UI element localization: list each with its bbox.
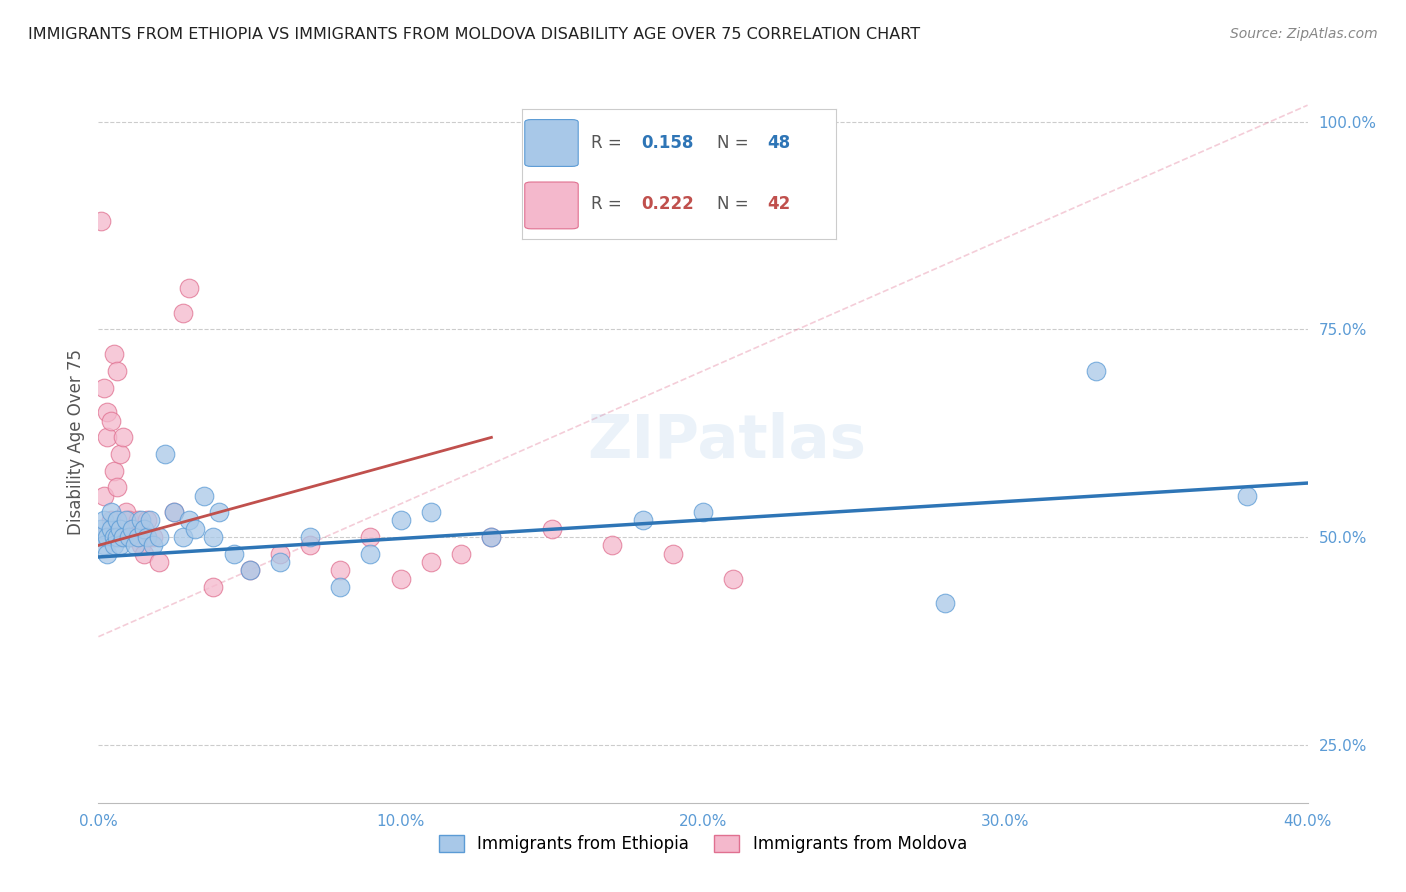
- Point: [179, 281, 201, 295]
- Point: [132, 522, 155, 536]
- Point: [105, 364, 128, 378]
- Point: [90, 530, 112, 544]
- Point: [329, 563, 352, 577]
- Point: [114, 505, 136, 519]
- Point: [127, 513, 149, 527]
- Point: [93, 538, 115, 552]
- Point: [172, 530, 194, 544]
- Point: [1236, 489, 1258, 503]
- Point: [163, 505, 186, 519]
- Text: ZIPatlas: ZIPatlas: [588, 412, 866, 471]
- Point: [153, 447, 176, 461]
- Point: [121, 530, 143, 544]
- Point: [239, 563, 262, 577]
- Point: [105, 513, 128, 527]
- Point: [111, 530, 134, 544]
- Point: [179, 513, 201, 527]
- Point: [108, 447, 131, 461]
- Point: [111, 430, 134, 444]
- Point: [100, 513, 122, 527]
- Point: [269, 555, 291, 569]
- Point: [1085, 364, 1108, 378]
- Point: [118, 513, 141, 527]
- Y-axis label: Disability Age Over 75: Disability Age Over 75: [66, 349, 84, 534]
- Point: [96, 405, 118, 419]
- Point: [142, 538, 165, 552]
- Point: [129, 513, 152, 527]
- Point: [118, 530, 141, 544]
- Point: [90, 530, 112, 544]
- Point: [100, 522, 122, 536]
- Point: [329, 580, 352, 594]
- Point: [163, 505, 186, 519]
- Point: [93, 513, 115, 527]
- Point: [148, 555, 170, 569]
- Text: Source: ZipAtlas.com: Source: ZipAtlas.com: [1230, 27, 1378, 41]
- Point: [540, 522, 562, 536]
- Point: [108, 530, 131, 544]
- Point: [172, 306, 194, 320]
- Point: [135, 513, 157, 527]
- Point: [96, 547, 118, 561]
- Point: [103, 530, 125, 544]
- Point: [450, 547, 472, 561]
- Point: [239, 563, 262, 577]
- Point: [132, 547, 155, 561]
- Point: [692, 505, 714, 519]
- Point: [127, 530, 149, 544]
- Point: [139, 513, 162, 527]
- Point: [96, 430, 118, 444]
- Point: [481, 530, 503, 544]
- Point: [602, 538, 624, 552]
- Point: [142, 530, 165, 544]
- Point: [103, 538, 125, 552]
- Point: [934, 597, 956, 611]
- Point: [103, 347, 125, 361]
- Point: [105, 480, 128, 494]
- Point: [124, 522, 146, 536]
- Point: [224, 547, 246, 561]
- Point: [389, 572, 412, 586]
- Point: [208, 505, 231, 519]
- Point: [108, 538, 131, 552]
- Point: [193, 489, 215, 503]
- Point: [90, 522, 112, 536]
- Point: [103, 464, 125, 478]
- Point: [90, 214, 112, 228]
- Point: [124, 538, 146, 552]
- Point: [184, 522, 207, 536]
- Point: [108, 522, 131, 536]
- Point: [420, 505, 443, 519]
- Point: [93, 380, 115, 394]
- Point: [100, 414, 122, 428]
- Point: [299, 530, 322, 544]
- Point: [723, 572, 745, 586]
- Point: [100, 505, 122, 519]
- Point: [96, 530, 118, 544]
- Point: [360, 547, 382, 561]
- Point: [269, 547, 291, 561]
- Point: [389, 513, 412, 527]
- Point: [93, 489, 115, 503]
- Point: [202, 530, 225, 544]
- Point: [121, 522, 143, 536]
- Point: [661, 547, 683, 561]
- Legend: Immigrants from Ethiopia, Immigrants from Moldova: Immigrants from Ethiopia, Immigrants fro…: [433, 828, 973, 860]
- Point: [148, 530, 170, 544]
- Point: [129, 538, 152, 552]
- Point: [420, 555, 443, 569]
- Point: [631, 513, 654, 527]
- Text: IMMIGRANTS FROM ETHIOPIA VS IMMIGRANTS FROM MOLDOVA DISABILITY AGE OVER 75 CORRE: IMMIGRANTS FROM ETHIOPIA VS IMMIGRANTS F…: [28, 27, 921, 42]
- Point: [360, 530, 382, 544]
- Point: [299, 538, 322, 552]
- Point: [481, 530, 503, 544]
- Point: [202, 580, 225, 594]
- Point: [105, 530, 128, 544]
- Point: [114, 513, 136, 527]
- Point: [135, 530, 157, 544]
